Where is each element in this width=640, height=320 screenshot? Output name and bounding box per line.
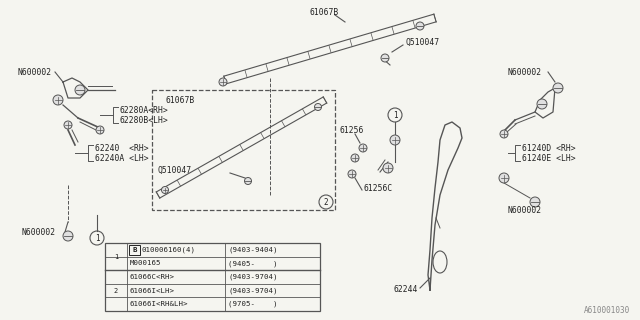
Bar — [105, 243, 320, 311]
Circle shape — [219, 78, 227, 86]
Text: (9403-9404): (9403-9404) — [228, 246, 278, 253]
Text: 61067B: 61067B — [165, 95, 195, 105]
Text: 1: 1 — [95, 234, 99, 243]
Text: 61066I<RH&LH>: 61066I<RH&LH> — [130, 301, 189, 307]
Bar — [129, 245, 140, 255]
Text: 62280B<LH>: 62280B<LH> — [120, 116, 169, 124]
Text: N600002: N600002 — [18, 68, 52, 76]
Circle shape — [348, 170, 356, 178]
Circle shape — [53, 95, 63, 105]
Text: 62240  <RH>: 62240 <RH> — [95, 143, 148, 153]
Circle shape — [351, 154, 359, 162]
Text: 62244: 62244 — [394, 285, 418, 294]
Text: 2: 2 — [324, 197, 328, 206]
Text: (9705-    ): (9705- ) — [228, 301, 278, 308]
Text: A610001030: A610001030 — [584, 306, 630, 315]
Circle shape — [553, 83, 563, 93]
Text: 61066I<LH>: 61066I<LH> — [130, 288, 175, 294]
Text: 61256C: 61256C — [363, 183, 392, 193]
Circle shape — [499, 173, 509, 183]
Text: (9403-9704): (9403-9704) — [228, 274, 278, 280]
Text: 1: 1 — [114, 254, 118, 260]
Text: 61066C<RH>: 61066C<RH> — [130, 274, 175, 280]
Text: 62280A<RH>: 62280A<RH> — [120, 106, 169, 115]
Text: N600002: N600002 — [507, 68, 541, 76]
Text: 61256: 61256 — [340, 125, 364, 134]
Text: N600002: N600002 — [507, 205, 541, 214]
Bar — [152, 90, 335, 210]
Circle shape — [390, 135, 400, 145]
Circle shape — [161, 187, 168, 194]
Text: Q510047: Q510047 — [405, 37, 439, 46]
Text: 1: 1 — [393, 110, 397, 119]
Circle shape — [359, 144, 367, 152]
Text: M000165: M000165 — [130, 260, 161, 266]
Text: 010006160(4): 010006160(4) — [142, 246, 196, 253]
Text: (9403-9704): (9403-9704) — [228, 287, 278, 294]
Text: B: B — [132, 247, 137, 253]
Text: 61240E <LH>: 61240E <LH> — [522, 154, 575, 163]
Circle shape — [64, 121, 72, 129]
Circle shape — [75, 85, 85, 95]
Circle shape — [96, 126, 104, 134]
Circle shape — [381, 54, 389, 62]
Text: N600002: N600002 — [22, 228, 56, 236]
Circle shape — [244, 178, 252, 185]
Circle shape — [530, 197, 540, 207]
Circle shape — [63, 231, 73, 241]
Text: 61067B: 61067B — [310, 7, 339, 17]
Text: 2: 2 — [114, 288, 118, 294]
Circle shape — [416, 22, 424, 30]
Text: 61240D <RH>: 61240D <RH> — [522, 143, 575, 153]
Text: Q510047: Q510047 — [158, 165, 192, 174]
Circle shape — [383, 163, 393, 173]
Circle shape — [500, 130, 508, 138]
Text: 62240A <LH>: 62240A <LH> — [95, 154, 148, 163]
Circle shape — [314, 103, 321, 110]
Text: (9405-    ): (9405- ) — [228, 260, 278, 267]
Circle shape — [537, 99, 547, 109]
